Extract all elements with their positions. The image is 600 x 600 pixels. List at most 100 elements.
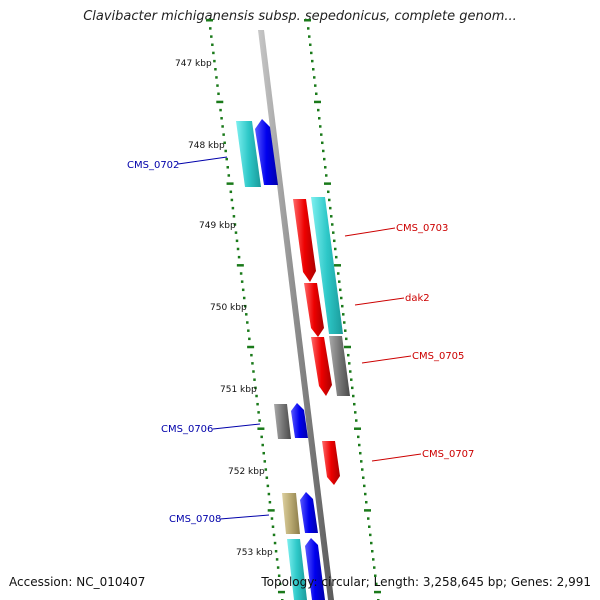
minor-tick xyxy=(309,43,312,47)
minor-tick xyxy=(255,394,258,398)
gene-feature-gray[interactable] xyxy=(274,404,291,439)
minor-tick xyxy=(367,517,370,520)
minor-tick xyxy=(231,206,235,210)
major-tick xyxy=(334,264,341,267)
major-tick xyxy=(277,590,285,594)
scale-labels: 747 kbp 748 kbp 749 kbp 750 kbp 751 kbp … xyxy=(175,59,273,558)
minor-tick xyxy=(329,206,332,210)
gene-feature-blue[interactable] xyxy=(291,403,308,438)
gene-feature-blue[interactable] xyxy=(300,492,318,533)
major-tick xyxy=(374,590,381,594)
gene-feature-blue[interactable] xyxy=(305,538,325,600)
scale-label: 749 kbp xyxy=(199,221,236,231)
minor-tick xyxy=(307,27,310,30)
minor-tick xyxy=(246,321,249,324)
minor-tick xyxy=(310,51,313,55)
minor-tick xyxy=(253,378,256,381)
map-title: Clavibacter michiganensis subsp. sepedon… xyxy=(83,9,517,24)
minor-tick xyxy=(222,133,225,136)
gene-feature-cyan[interactable] xyxy=(311,197,343,334)
minor-tick xyxy=(263,460,267,463)
gene-feature-cyan[interactable] xyxy=(287,539,307,600)
gene-label-cms-0702[interactable]: CMS_0702 xyxy=(127,160,179,171)
gene-label-cms-0703[interactable]: CMS_0703 xyxy=(396,223,448,234)
minor-tick xyxy=(365,500,368,504)
major-tick xyxy=(304,19,311,22)
minor-tick xyxy=(360,460,363,463)
minor-tick xyxy=(230,198,234,202)
minor-tick xyxy=(320,133,323,136)
major-tick xyxy=(364,509,371,512)
minor-tick xyxy=(262,451,265,455)
minor-tick xyxy=(247,329,250,332)
minor-tick xyxy=(277,574,281,577)
gene-feature-blue[interactable] xyxy=(255,119,278,185)
scale-label: 748 kbp xyxy=(188,141,225,151)
gene-labels[interactable]: CMS_0702 CMS_0703 dak2 CMS_0705 CMS_0706… xyxy=(127,160,474,525)
major-tick xyxy=(226,182,234,185)
gene-label-cms-0707[interactable]: CMS_0707 xyxy=(422,449,474,460)
minor-tick xyxy=(245,313,248,316)
minor-tick xyxy=(220,117,223,120)
minor-tick xyxy=(221,125,224,128)
minor-tick xyxy=(236,247,240,251)
minor-tick xyxy=(211,43,214,47)
gene-feature-red[interactable] xyxy=(293,199,316,282)
minor-tick xyxy=(369,533,372,537)
minor-tick xyxy=(330,215,333,218)
minor-tick xyxy=(270,517,274,520)
minor-tick xyxy=(226,166,230,169)
minor-tick xyxy=(333,239,336,243)
gene-feature-khaki[interactable] xyxy=(282,493,300,534)
minor-tick xyxy=(339,288,342,292)
gene-feature-red[interactable] xyxy=(304,283,324,337)
minor-tick xyxy=(315,92,318,96)
gene-label-cms-0705[interactable]: CMS_0705 xyxy=(412,351,464,362)
minor-tick xyxy=(248,337,251,341)
scale-label: 747 kbp xyxy=(175,59,212,69)
minor-tick xyxy=(353,402,356,406)
minor-tick xyxy=(252,370,255,373)
minor-tick xyxy=(233,223,237,226)
minor-tick xyxy=(324,166,327,169)
gene-label-cms-0706[interactable]: CMS_0706 xyxy=(161,424,213,435)
minor-tick xyxy=(327,190,330,194)
minor-tick xyxy=(271,525,275,528)
gene-label-dak2[interactable]: dak2 xyxy=(405,293,430,304)
minor-tick xyxy=(345,337,348,341)
minor-tick xyxy=(358,443,361,447)
minor-tick xyxy=(223,141,226,145)
minor-tick xyxy=(278,582,282,586)
scale-ticks xyxy=(206,19,381,600)
gene-label-cms-0708[interactable]: CMS_0708 xyxy=(169,514,221,525)
minor-tick xyxy=(257,411,260,414)
gene-feature-gray[interactable] xyxy=(329,336,350,396)
minor-tick xyxy=(234,231,238,234)
minor-tick xyxy=(370,541,373,545)
accession-text: Accession: NC_010407 xyxy=(9,575,146,589)
minor-tick xyxy=(214,68,217,71)
gene-features[interactable] xyxy=(236,119,350,600)
minor-tick xyxy=(258,419,261,422)
major-tick xyxy=(236,264,244,267)
minor-tick xyxy=(237,255,241,259)
minor-tick xyxy=(260,435,263,439)
minor-tick xyxy=(352,394,355,398)
major-tick xyxy=(257,427,265,430)
minor-tick xyxy=(328,198,331,202)
gene-feature-red[interactable] xyxy=(322,441,340,485)
major-tick xyxy=(216,100,224,104)
gene-feature-red[interactable] xyxy=(311,337,332,396)
gene-feature-cyan[interactable] xyxy=(236,121,261,187)
minor-tick xyxy=(240,280,244,283)
major-tick xyxy=(344,345,351,349)
minor-tick xyxy=(229,190,233,194)
minor-tick xyxy=(254,386,257,390)
minor-tick xyxy=(219,108,222,112)
minor-tick xyxy=(357,435,360,439)
minor-tick xyxy=(349,370,352,373)
minor-tick xyxy=(319,125,322,128)
minor-tick xyxy=(275,558,279,561)
minor-tick xyxy=(372,558,375,561)
